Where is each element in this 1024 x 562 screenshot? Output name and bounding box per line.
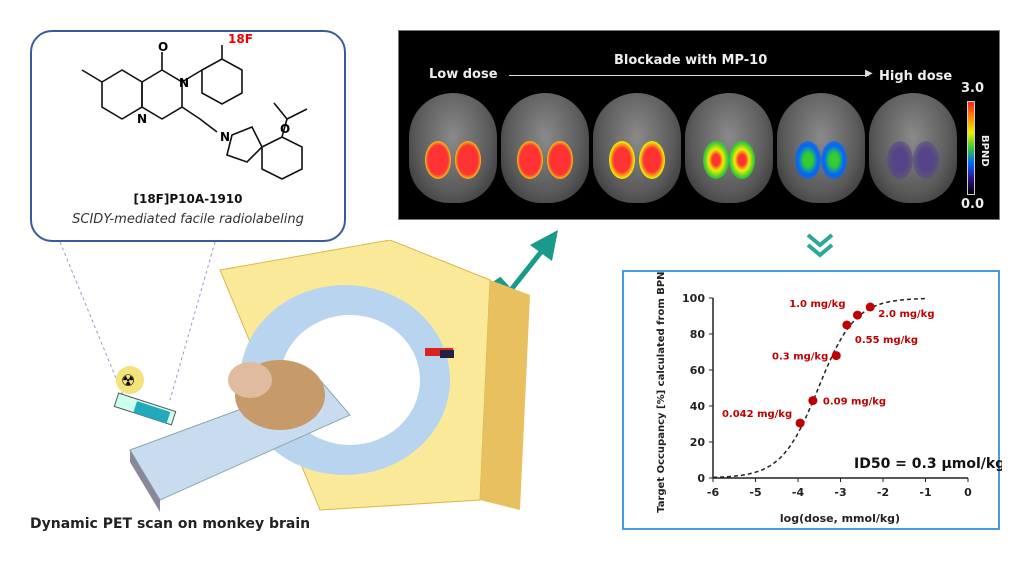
svg-text:O: O [280,122,290,136]
fluorine-18-label: 18F [228,32,253,46]
occupancy-chart-panel: -6 -5 -4 -3 -2 -1 0 0 20 40 60 80 100 0.042 mg/kg 0.09… [622,263,1005,530]
dose-arrow [509,75,869,76]
data-label: 1.0 mg/kg [789,299,845,310]
brain-slice-5 [777,93,865,203]
colorbar-label: BPND [979,135,990,167]
compound-name: [18F]P10A-1910 [133,192,243,206]
svg-text:O: O [158,40,168,54]
low-dose-label: Low dose [429,67,498,82]
data-point [808,396,818,406]
fit-curve [712,297,926,479]
syringe-icon [113,392,177,426]
pet-image-panel: Low dose Blockade with MP-10 ▶ High dose… [398,30,1000,220]
y-tick-label: 40 [690,400,706,413]
brain-slice-1 [409,93,497,203]
data-point [795,418,805,428]
brain-slice-6 [869,93,957,203]
data-label: 2.0 mg/kg [878,309,934,320]
x-tick-label: 0 [964,486,972,499]
data-label: 0.09 mg/kg [823,397,886,408]
compound-subtitle: SCIDY-mediated facile radiolabeling [72,212,304,227]
svg-text:N: N [220,130,230,144]
colorbar-min: 0.0 [961,197,985,212]
radiation-icon [116,366,144,394]
x-axis-label: log(dose, mmol/kg) [780,512,900,525]
molecule-panel: O N N N O 18F [18F]P10A-1910 SCIDY-media… [30,30,346,242]
arrow-head-icon: ▶ [865,68,873,79]
y-tick-label: 60 [690,364,706,377]
data-label: 0.3 mg/kg [772,352,828,363]
data-point [842,320,852,330]
occupancy-chart: -6 -5 -4 -3 -2 -1 0 0 20 40 60 80 100 0.042 mg/kg 0.09… [656,263,1005,525]
x-tick-label: -2 [877,486,889,499]
y-tick-label: 0 [697,472,705,485]
brain-slice-3 [593,93,681,203]
brain-slice-2 [501,93,589,203]
x-tick-label: -1 [919,486,931,499]
high-dose-label: High dose [879,69,953,84]
data-point [831,351,841,361]
x-tick-label: -3 [834,486,846,499]
colorbar [967,101,975,195]
brain-slice-4 [685,93,773,203]
y-tick-label: 20 [690,436,706,449]
data-point [853,310,862,320]
callout-lines [59,241,216,401]
y-axis-label: Target Occupancy [%] calculated from BPN… [656,272,667,513]
colorbar-max: 3.0 [961,81,985,96]
pet-scanner-illustration: ☢ [113,240,530,512]
x-tick-label: -6 [707,486,720,499]
x-tick-label: -5 [749,486,761,499]
svg-text:☢: ☢ [121,371,135,390]
y-tick-label: 80 [690,328,706,341]
data-point [865,302,875,312]
x-tick-label: -4 [792,486,805,499]
svg-text:N: N [137,112,147,126]
blockade-label: Blockade with MP-10 [614,53,768,68]
chemical-structure: O N N N O [81,40,308,180]
svg-text:N: N [179,76,189,90]
id50-annotation: ID50 = 0.3 µmol/kg [854,456,1002,472]
chevron-down-icon [806,233,834,258]
y-tick-label: 100 [682,292,705,305]
figure-caption: Dynamic PET scan on monkey brain [30,516,311,532]
data-label: 0.042 mg/kg [722,409,792,420]
data-label: 0.55 mg/kg [855,335,918,346]
